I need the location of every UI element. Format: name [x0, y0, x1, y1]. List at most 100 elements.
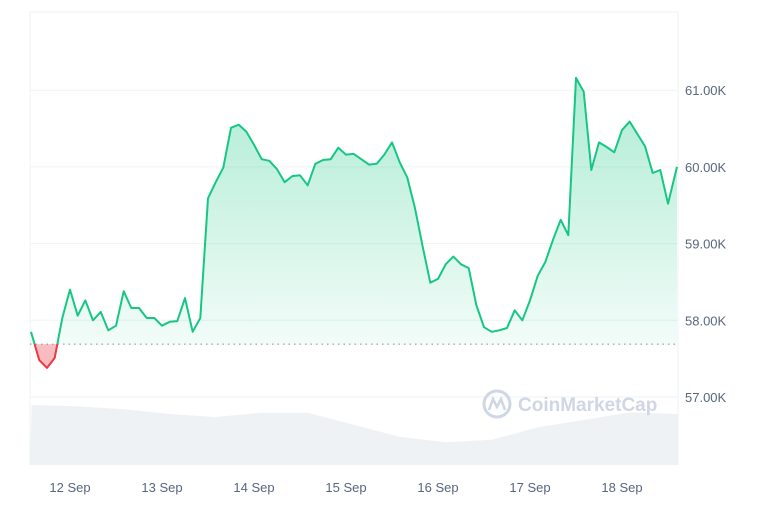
price-area-up: [31, 77, 677, 345]
price-point[interactable]: [130, 307, 132, 309]
price-point[interactable]: [337, 147, 339, 149]
price-point[interactable]: [406, 177, 408, 179]
price-point[interactable]: [299, 174, 301, 176]
y-tick-label: 59.00K: [685, 237, 727, 252]
price-point[interactable]: [460, 263, 462, 265]
price-point[interactable]: [514, 309, 516, 311]
price-point[interactable]: [391, 141, 393, 143]
price-point[interactable]: [92, 319, 94, 321]
price-point[interactable]: [69, 289, 71, 291]
price-point[interactable]: [429, 282, 431, 284]
price-point[interactable]: [207, 197, 209, 199]
price-point[interactable]: [330, 158, 332, 160]
price-point[interactable]: [268, 160, 270, 162]
price-point[interactable]: [368, 164, 370, 166]
price-point[interactable]: [575, 77, 577, 79]
price-point[interactable]: [115, 325, 117, 327]
price-point[interactable]: [629, 121, 631, 123]
price-point[interactable]: [613, 151, 615, 153]
price-point[interactable]: [77, 315, 79, 317]
price-point[interactable]: [46, 367, 48, 369]
price-point[interactable]: [644, 145, 646, 147]
price-point[interactable]: [123, 290, 125, 292]
price-point[interactable]: [261, 158, 263, 160]
price-point[interactable]: [146, 317, 148, 319]
price-point[interactable]: [399, 161, 401, 163]
price-point[interactable]: [230, 127, 232, 129]
price-point[interactable]: [606, 146, 608, 148]
price-point[interactable]: [184, 297, 186, 299]
price-point[interactable]: [176, 320, 178, 322]
price-point[interactable]: [215, 181, 217, 183]
price-point[interactable]: [61, 317, 63, 319]
price-point[interactable]: [360, 158, 362, 160]
price-point[interactable]: [621, 129, 623, 131]
watermark-logo: CoinMarketCap: [482, 389, 657, 419]
price-point[interactable]: [659, 169, 661, 171]
price-point[interactable]: [54, 357, 56, 359]
price-point[interactable]: [498, 329, 500, 331]
price-point[interactable]: [245, 131, 247, 133]
price-point[interactable]: [567, 234, 569, 236]
price-point[interactable]: [276, 168, 278, 170]
price-point[interactable]: [161, 325, 163, 327]
price-point[interactable]: [475, 304, 477, 306]
price-point[interactable]: [153, 317, 155, 319]
price-point[interactable]: [322, 159, 324, 161]
price-point[interactable]: [100, 311, 102, 313]
coinmarketcap-logo-icon: [482, 389, 512, 419]
x-tick-label: 16 Sep: [417, 480, 458, 495]
price-point[interactable]: [284, 181, 286, 183]
price-point[interactable]: [291, 175, 293, 177]
price-point[interactable]: [544, 261, 546, 263]
price-point[interactable]: [414, 207, 416, 209]
price-point[interactable]: [506, 327, 508, 329]
x-tick-label: 12 Sep: [49, 480, 90, 495]
price-point[interactable]: [598, 141, 600, 143]
price-point[interactable]: [537, 275, 539, 277]
price-point[interactable]: [552, 239, 554, 241]
price-point[interactable]: [376, 163, 378, 165]
volume-area: [30, 405, 678, 465]
price-point[interactable]: [491, 331, 493, 333]
price-point[interactable]: [138, 307, 140, 309]
price-point[interactable]: [437, 278, 439, 280]
y-tick-label: 61.00K: [685, 83, 727, 98]
price-line-up[interactable]: [30, 76, 678, 368]
y-tick-label: 58.00K: [685, 313, 727, 328]
price-point[interactable]: [452, 256, 454, 258]
price-point[interactable]: [521, 319, 523, 321]
price-point[interactable]: [667, 203, 669, 205]
x-tick-label: 17 Sep: [509, 480, 550, 495]
price-point[interactable]: [468, 267, 470, 269]
price-point[interactable]: [652, 172, 654, 174]
price-point[interactable]: [238, 124, 240, 126]
price-point[interactable]: [383, 154, 385, 156]
price-point[interactable]: [422, 246, 424, 248]
x-tick-label: 13 Sep: [141, 480, 182, 495]
coinmarketcap-logo-mark: [487, 395, 507, 411]
price-point[interactable]: [483, 326, 485, 328]
price-point[interactable]: [676, 166, 678, 168]
price-point[interactable]: [38, 359, 40, 361]
price-point[interactable]: [84, 299, 86, 301]
price-point[interactable]: [192, 331, 194, 333]
price-point[interactable]: [307, 184, 309, 186]
price-point[interactable]: [353, 153, 355, 155]
price-point[interactable]: [590, 169, 592, 171]
price-point[interactable]: [169, 321, 171, 323]
price-point[interactable]: [107, 329, 109, 331]
price-point[interactable]: [345, 154, 347, 156]
price-point[interactable]: [529, 299, 531, 301]
watermark-text: CoinMarketCap: [518, 395, 657, 416]
price-point[interactable]: [560, 219, 562, 221]
price-point[interactable]: [445, 263, 447, 265]
price-point[interactable]: [199, 317, 201, 319]
price-point[interactable]: [583, 91, 585, 93]
price-point[interactable]: [314, 163, 316, 165]
price-point[interactable]: [30, 331, 32, 333]
price-point[interactable]: [636, 133, 638, 135]
price-point[interactable]: [253, 144, 255, 146]
price-point[interactable]: [222, 167, 224, 169]
